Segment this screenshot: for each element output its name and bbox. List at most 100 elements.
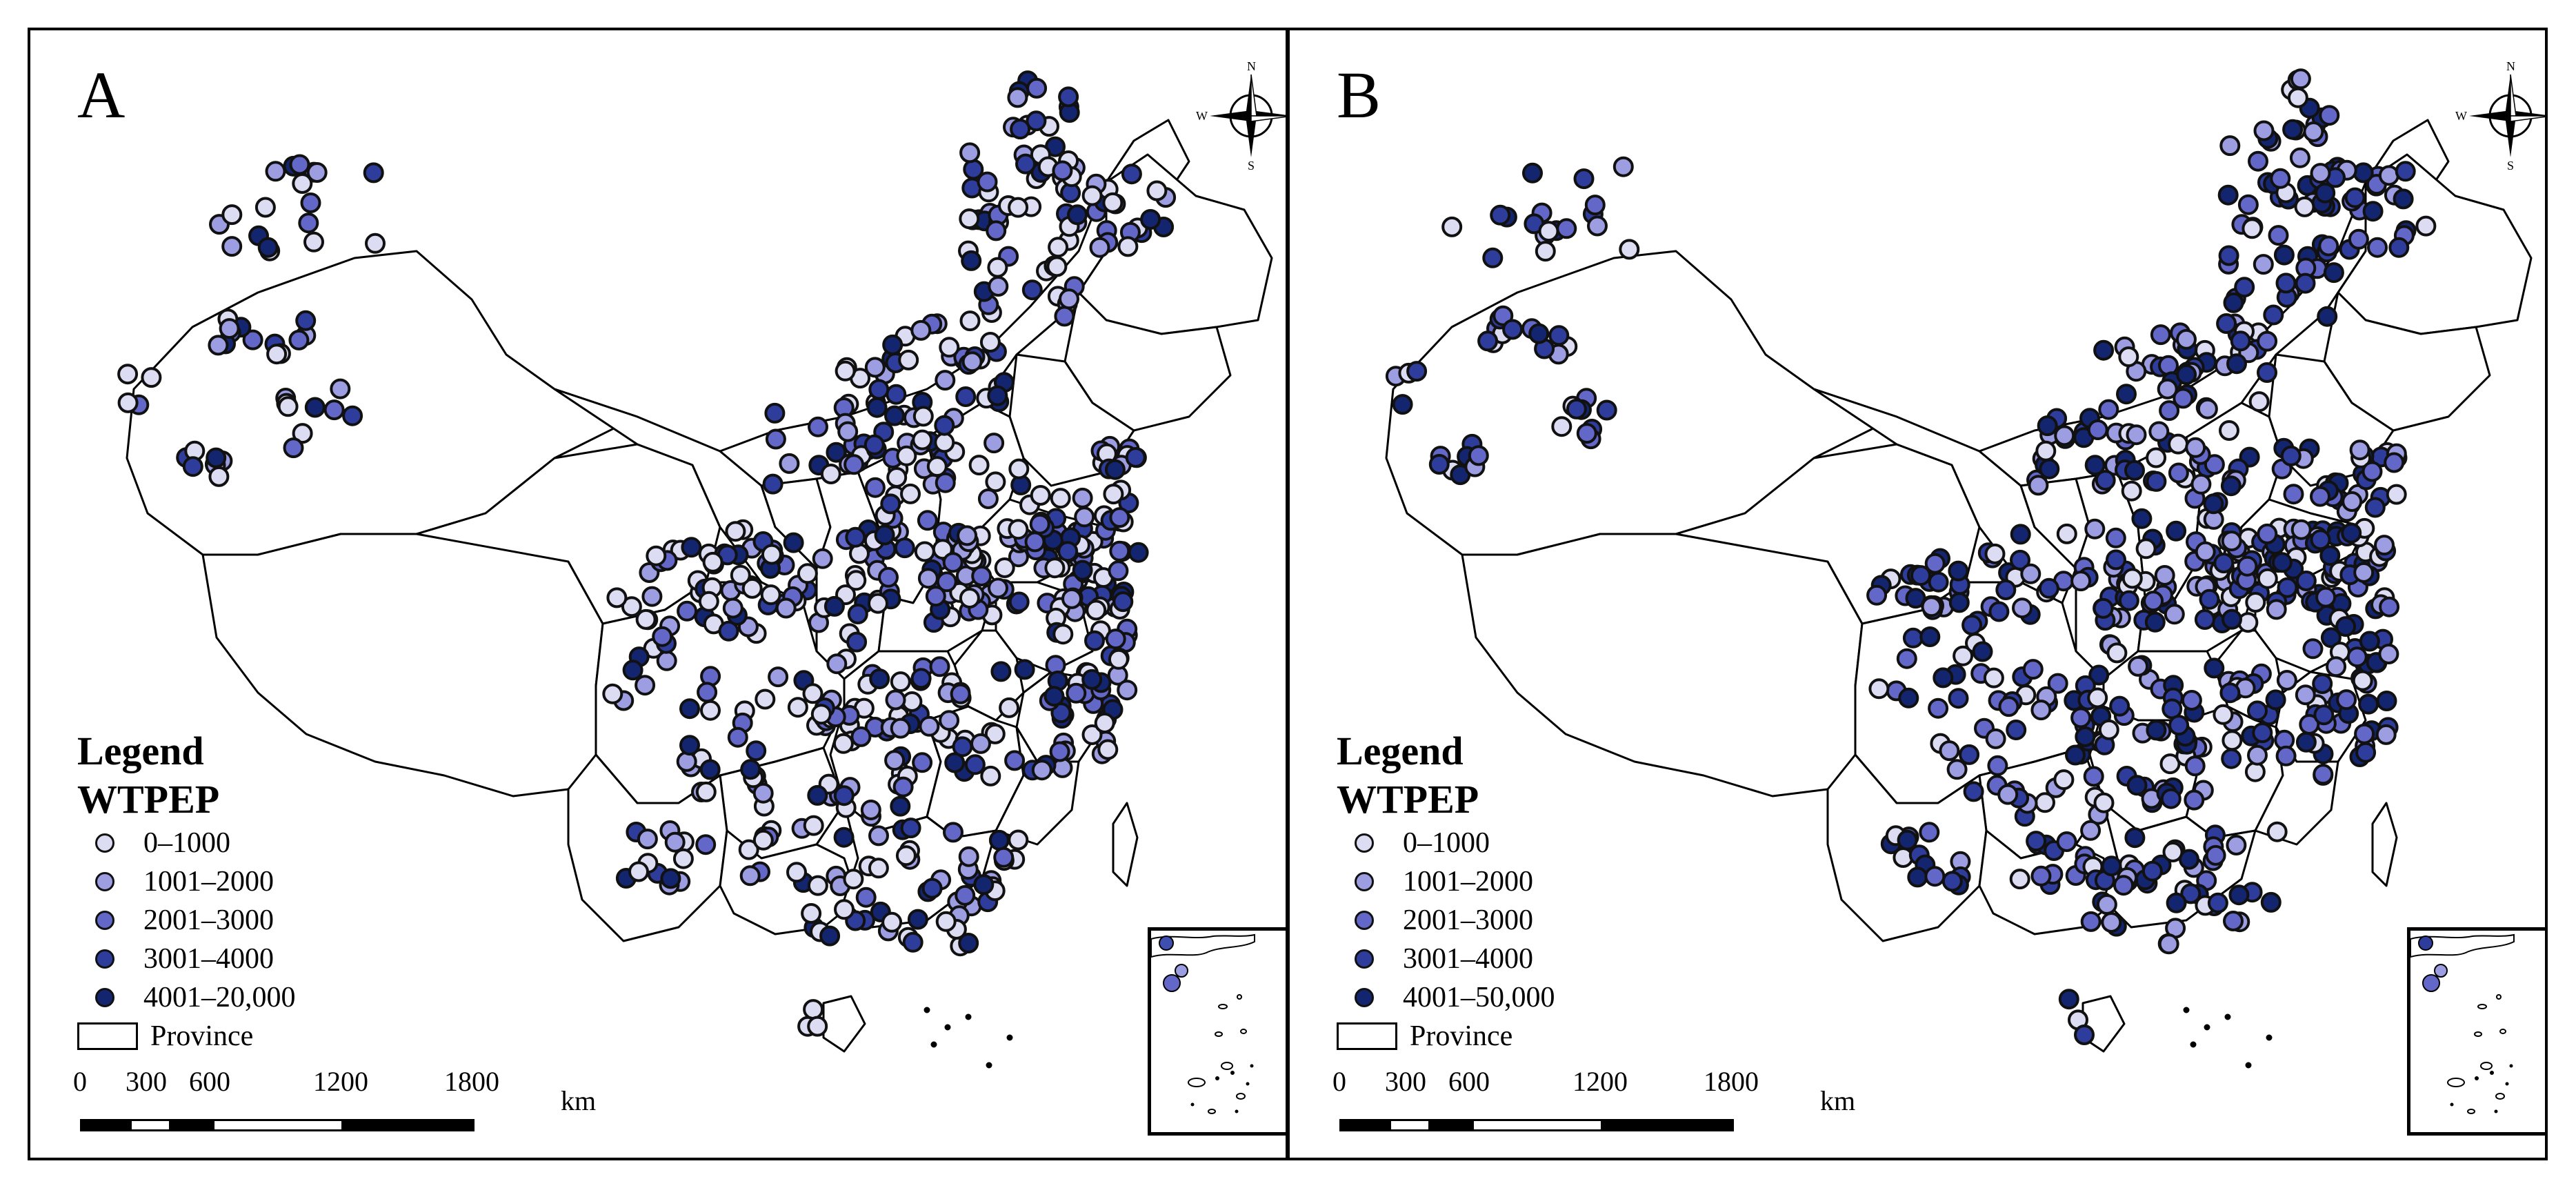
wtpep-point (833, 826, 855, 848)
wtpep-point (2010, 549, 2030, 571)
wtpep-point (1057, 541, 1079, 562)
wtpep-point (850, 726, 872, 747)
wtpep-point (833, 785, 855, 806)
wtpep-point (801, 903, 822, 924)
wtpep-point (1108, 560, 1129, 582)
wtpep-point (1963, 781, 1984, 802)
island-mark (2190, 1041, 2197, 1048)
wtpep-point (860, 800, 881, 820)
wtpep-point (2221, 608, 2242, 630)
wtpep-point (786, 862, 807, 883)
wtpep-point (1907, 867, 1928, 888)
wtpep-point (2326, 656, 2347, 677)
wtpep-point (2335, 616, 2357, 637)
wtpep-point (2310, 529, 2331, 551)
wtpep-point (1066, 682, 1087, 704)
wtpep-point (2146, 447, 2167, 468)
wtpep-point (2065, 744, 2086, 766)
wtpep-point (2146, 471, 2167, 492)
wtpep-point (2124, 459, 2145, 481)
wtpep-point (697, 682, 718, 703)
wtpep-point (2109, 695, 2130, 717)
wtpep-point (1868, 678, 1890, 700)
wtpep-point (820, 464, 841, 484)
wtpep-point (2221, 730, 2243, 751)
wtpep-point (797, 563, 818, 584)
wtpep-point (1044, 686, 1065, 707)
wtpep-point (868, 825, 889, 847)
wtpep-point (1010, 119, 1031, 140)
compass-n: N (2506, 61, 2515, 73)
wtpep-point (942, 552, 963, 573)
wtpep-point (2141, 860, 2163, 882)
wtpep-point (1026, 77, 1048, 99)
wtpep-point (2204, 657, 2225, 679)
wtpep-point (702, 551, 723, 573)
wtpep-point (2162, 842, 2184, 862)
wtpep-point (330, 378, 351, 399)
wtpep-point (206, 447, 227, 468)
wtpep-point (1024, 531, 1046, 553)
wtpep-point (1007, 87, 1028, 108)
wtpep-point (2319, 105, 2340, 126)
wtpep-point (2173, 388, 2194, 409)
wtpep-point (1008, 519, 1029, 540)
wtpep-point (907, 909, 928, 930)
wtpep-point (2384, 452, 2405, 473)
wtpep-point (739, 865, 761, 887)
wtpep-point (1084, 630, 1105, 651)
wtpep-point (1587, 215, 1608, 237)
wtpep-point (961, 351, 983, 373)
wtpep-point (117, 392, 139, 413)
wtpep-point (1987, 755, 2008, 776)
wtpep-point (882, 334, 903, 355)
wtpep-point (2213, 704, 2234, 725)
wtpep-point (1921, 596, 1942, 617)
wtpep-point (641, 586, 663, 607)
wtpep-point (826, 442, 847, 463)
wtpep-point (2355, 742, 2377, 763)
wtpep-point (2053, 769, 2075, 791)
wtpep-point (855, 887, 877, 908)
wtpep-point (2354, 723, 2375, 744)
wtpep-point (910, 319, 932, 341)
wtpep-point (1988, 601, 2010, 622)
wtpep-point (292, 423, 313, 444)
wtpep-point (2271, 552, 2293, 573)
wtpep-point (1112, 591, 1134, 613)
wtpep-point (1030, 485, 1051, 506)
wtpep-point (730, 564, 751, 586)
wtpep-point (1109, 540, 1130, 562)
wtpep-point (2295, 731, 2317, 753)
wtpep-point (890, 717, 911, 739)
wtpep-point (2098, 719, 2119, 740)
wtpep-point (764, 402, 786, 424)
wtpep-point (1048, 237, 1069, 258)
wtpep-point (2310, 486, 2330, 507)
wtpep-point (837, 421, 859, 442)
wtpep-point (1052, 624, 1074, 645)
wtpep-point (1059, 288, 1079, 310)
wtpep-point (1866, 584, 1888, 606)
wtpep-point (242, 329, 263, 350)
wtpep-point (2247, 700, 2268, 722)
wtpep-point (2295, 684, 2316, 706)
wtpep-point (1072, 560, 1093, 581)
wtpep-point (2266, 599, 2287, 620)
wtpep-point (2358, 693, 2379, 715)
wtpep-point (999, 697, 1020, 718)
wtpep-point (2277, 577, 2298, 598)
wtpep-point (869, 669, 890, 689)
wtpep-point (365, 232, 386, 254)
wtpep-point (602, 683, 623, 704)
wtpep-point (1026, 110, 1047, 132)
wtpep-point (2101, 855, 2122, 877)
wtpep-point (1983, 667, 2004, 689)
wtpep-point (984, 433, 1005, 454)
wtpep-point (2166, 520, 2187, 542)
wtpep-point (2336, 689, 2357, 711)
wtpep-point (2093, 792, 2115, 813)
wtpep-point (2376, 691, 2397, 711)
wtpep-point (1953, 645, 1974, 666)
wtpep-point (977, 488, 999, 509)
